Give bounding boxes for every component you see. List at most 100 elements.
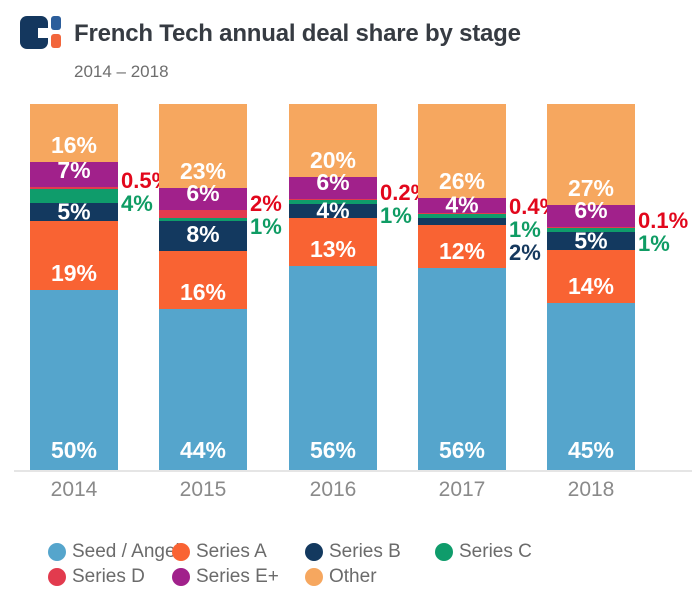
segment-value-label: 13%: [309, 235, 357, 262]
logo-c-notch: [38, 28, 48, 38]
legend-item-other: Other: [305, 566, 377, 588]
segment-series-a: 14%: [547, 250, 635, 303]
x-axis-label-2017: 2017: [438, 478, 486, 501]
segment-value-label: 56%: [309, 436, 357, 463]
stacked-bar-chart: 16% 7% 5% 19% 50% 0.5% 4% 23% 6% 8% 16% 44% 2% 1% 20% 6…: [0, 104, 692, 471]
outside-value-label-series-c: 4%: [121, 191, 153, 216]
legend-dot-seed-angel: [48, 543, 66, 561]
segment-seed-angel: 56%: [289, 265, 377, 471]
logo-square-orange: [51, 34, 61, 48]
segment-series-d: [418, 212, 506, 214]
segment-series-e: 6%: [547, 199, 635, 228]
segment-series-c: [30, 188, 118, 204]
segment-series-c: [418, 214, 506, 218]
legend-dot-series-b: [305, 543, 323, 561]
bar-2015: 23% 6% 8% 16% 44% 2% 1%: [159, 104, 282, 471]
outside-value-label-series-c: 1%: [638, 231, 670, 256]
chart-subtitle: 2014 – 2018: [74, 62, 169, 81]
segment-seed-angel: 44%: [159, 309, 247, 471]
chart-title: French Tech annual deal share by stage: [74, 20, 521, 47]
outside-value-label-series-c: 1%: [380, 203, 412, 228]
logo-square-blue: [51, 16, 61, 30]
outside-value-label-series-d: 0.4%: [509, 194, 560, 219]
segment-series-e: 6%: [289, 171, 377, 200]
legend-item-series-c: Series C: [435, 541, 532, 563]
segment-series-d: [30, 187, 118, 189]
segment-value-label: 19%: [50, 260, 98, 287]
segment-value-label: 27%: [567, 175, 615, 201]
segment-value-label: 20%: [309, 147, 357, 174]
x-axis-baseline: [14, 470, 692, 472]
outside-value-labels: 2% 1%: [250, 192, 320, 238]
segment-series-b: 5%: [547, 227, 635, 254]
segment-series-d: [289, 199, 377, 200]
segment-value-label: 45%: [567, 436, 615, 463]
segment-series-a: 12%: [418, 224, 506, 269]
segment-series-e: 4%: [418, 193, 506, 216]
bar-2014: 16% 7% 5% 19% 50% 0.5% 4%: [30, 104, 171, 471]
segment-other: 16%: [30, 104, 118, 162]
segment-series-c: [547, 227, 635, 232]
legend-item-series-d: Series D: [48, 566, 145, 588]
bar-2018: 27% 6% 5% 14% 45% 0.1% 1%: [547, 104, 688, 471]
legend-item-series-b: Series B: [305, 541, 401, 563]
segment-series-a: 16%: [159, 250, 247, 310]
legend-dot-other: [305, 568, 323, 586]
segment-value-label: 56%: [438, 436, 486, 463]
segment-series-a: 13%: [289, 218, 377, 266]
x-axis-label-2014: 2014: [50, 478, 98, 501]
segment-value-label: 16%: [179, 279, 227, 306]
segment-value-label: 23%: [179, 158, 227, 185]
segment-series-b: [418, 217, 506, 225]
legend-label: Series B: [329, 541, 401, 562]
segment-value-label: 5%: [57, 198, 91, 225]
x-axis-label-2018: 2018: [567, 478, 615, 501]
segment-value-label: 7%: [57, 157, 91, 184]
segment-other: 20%: [289, 104, 377, 178]
legend-label: Other: [329, 566, 377, 587]
outside-value-label-series-d: 0.2%: [380, 180, 431, 205]
segment-series-e: 6%: [159, 182, 247, 211]
segment-value-label: 4%: [445, 191, 479, 218]
segment-value-label: 6%: [316, 169, 350, 196]
outside-value-labels: 0.4% 1% 2%: [509, 195, 579, 264]
outside-value-label-series-d: 0.5%: [121, 168, 172, 193]
segment-series-b: 8%: [159, 220, 247, 251]
legend-label: Series A: [196, 541, 267, 562]
segment-value-label: 6%: [574, 197, 608, 224]
cb-insights-logo-icon: [20, 16, 62, 49]
legend-label: Series E+: [196, 566, 279, 587]
segment-seed-angel: 56%: [418, 268, 506, 471]
segment-other: 23%: [159, 104, 247, 189]
segment-series-b: 5%: [30, 198, 118, 225]
segment-seed-angel: 50%: [30, 290, 118, 471]
legend-dot-series-d: [48, 568, 66, 586]
outside-value-label-series-d: 2%: [250, 191, 282, 216]
outside-value-labels: 0.5% 4%: [121, 169, 191, 215]
segment-series-c: [289, 199, 377, 204]
legend-label: Series C: [459, 541, 532, 562]
outside-value-label-series-c: 1%: [509, 217, 541, 242]
segment-value-label: 50%: [50, 436, 98, 463]
legend-item-seed-angel: Seed / Angel: [48, 541, 180, 563]
segment-series-b: 4%: [289, 199, 377, 222]
segment-value-label: 44%: [179, 436, 227, 463]
bar-2016: 20% 6% 4% 13% 56% 0.2% 1%: [289, 104, 430, 471]
outside-value-labels: 0.1% 1%: [638, 209, 692, 255]
segment-series-a: 19%: [30, 221, 118, 291]
outside-value-label-series-b: 2%: [509, 240, 541, 265]
segment-series-d: [159, 210, 247, 218]
legend-label: Series D: [72, 566, 145, 587]
segment-value-label: 5%: [574, 227, 608, 254]
legend-label: Seed / Angel: [72, 541, 180, 562]
x-axis-label-2016: 2016: [309, 478, 357, 501]
legend-dot-series-a: [172, 543, 190, 561]
segment-seed-angel: 45%: [547, 302, 635, 471]
segment-value-label: 14%: [567, 272, 615, 299]
segment-value-label: 12%: [438, 238, 486, 265]
segment-value-label: 8%: [186, 220, 220, 247]
legend-item-series-e: Series E+: [172, 566, 279, 588]
outside-value-label-series-c: 1%: [250, 214, 282, 239]
legend-dot-series-c: [435, 543, 453, 561]
